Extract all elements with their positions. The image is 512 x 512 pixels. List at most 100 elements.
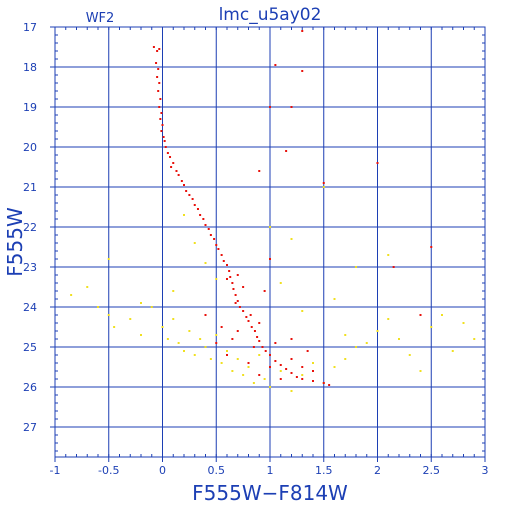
data-point [301, 378, 304, 380]
data-point [213, 238, 216, 240]
data-point [301, 374, 304, 376]
data-point [269, 106, 271, 108]
data-point [191, 198, 194, 200]
data-point [306, 350, 309, 352]
data-point [269, 258, 271, 260]
data-point [430, 246, 433, 248]
data-point [183, 214, 185, 216]
data-point [387, 254, 390, 256]
data-point [163, 140, 166, 142]
data-point [158, 106, 161, 108]
data-point [258, 354, 261, 356]
data-point [322, 182, 325, 184]
y-tick-label: 24 [23, 301, 37, 314]
data-point [301, 30, 304, 32]
data-point [183, 350, 185, 352]
data-point [387, 318, 390, 320]
x-tick-label: 1 [267, 464, 274, 477]
x-tick-label: -0.5 [98, 464, 119, 477]
data-point [226, 354, 228, 356]
data-point [258, 374, 261, 376]
data-point [290, 372, 293, 374]
data-point [408, 354, 411, 356]
data-point [269, 354, 271, 356]
data-point [172, 318, 175, 320]
data-point [220, 254, 223, 256]
y-tick-labels: 17 18 19 20 21 22 23 24 25 26 27 [23, 21, 37, 434]
data-point [247, 366, 250, 368]
x-tick-label: 3 [482, 464, 489, 477]
data-point [301, 366, 304, 368]
data-point [234, 302, 237, 304]
data-point [242, 286, 245, 288]
data-point [70, 294, 73, 296]
data-point [113, 326, 116, 328]
data-point [228, 270, 231, 272]
data-point [279, 282, 282, 284]
data-point [204, 262, 207, 264]
data-point [344, 334, 347, 336]
data-point [204, 346, 207, 348]
data-point [177, 174, 180, 176]
data-point [193, 204, 196, 206]
data-point [231, 338, 234, 340]
data-point [274, 342, 277, 344]
data-point [229, 276, 232, 278]
data-point [344, 358, 347, 360]
data-point [238, 306, 241, 308]
data-point [161, 326, 164, 328]
x-tick-label: 0.5 [208, 464, 226, 477]
data-point [193, 242, 196, 244]
data-point [204, 314, 207, 316]
data-point [193, 354, 196, 356]
data-point [279, 364, 282, 366]
data-point [157, 68, 160, 70]
data-point [232, 288, 235, 290]
data-point [199, 214, 202, 216]
data-point [222, 260, 225, 262]
data-point [245, 316, 248, 318]
data-point [328, 384, 331, 386]
data-point [312, 370, 314, 372]
data-point [253, 330, 256, 332]
data-point [159, 118, 162, 120]
y-axis-title: F555W [3, 207, 27, 277]
data-point [355, 346, 357, 348]
data-point [376, 162, 379, 164]
data-point [451, 350, 454, 352]
data-point [231, 282, 234, 284]
data-point [158, 82, 161, 84]
x-tick-label: 0 [159, 464, 166, 477]
data-point [166, 152, 169, 154]
data-point [220, 326, 223, 328]
data-point [152, 46, 155, 48]
data-point [236, 300, 239, 302]
data-point [441, 314, 443, 316]
data-point [392, 266, 395, 268]
data-point [290, 338, 293, 340]
data-point [220, 362, 223, 364]
data-point [188, 330, 191, 332]
data-point [158, 48, 161, 50]
data-point [169, 156, 172, 158]
y-tick-label: 18 [23, 61, 37, 74]
data-point [204, 224, 207, 226]
panel-label: WF2 [86, 11, 115, 26]
data-points [70, 30, 476, 392]
data-point [215, 278, 218, 280]
grid-lines [55, 27, 485, 457]
data-point [256, 336, 259, 338]
y-tick-label: 23 [23, 261, 37, 274]
data-point [162, 136, 165, 138]
data-point [157, 90, 160, 92]
data-point [150, 306, 153, 308]
x-tick-label: 2 [374, 464, 381, 477]
data-point [264, 350, 267, 352]
data-point [160, 130, 163, 132]
data-point [312, 362, 314, 364]
data-point [97, 306, 99, 308]
data-point [175, 170, 178, 172]
data-point [156, 76, 159, 78]
data-point [160, 112, 163, 114]
